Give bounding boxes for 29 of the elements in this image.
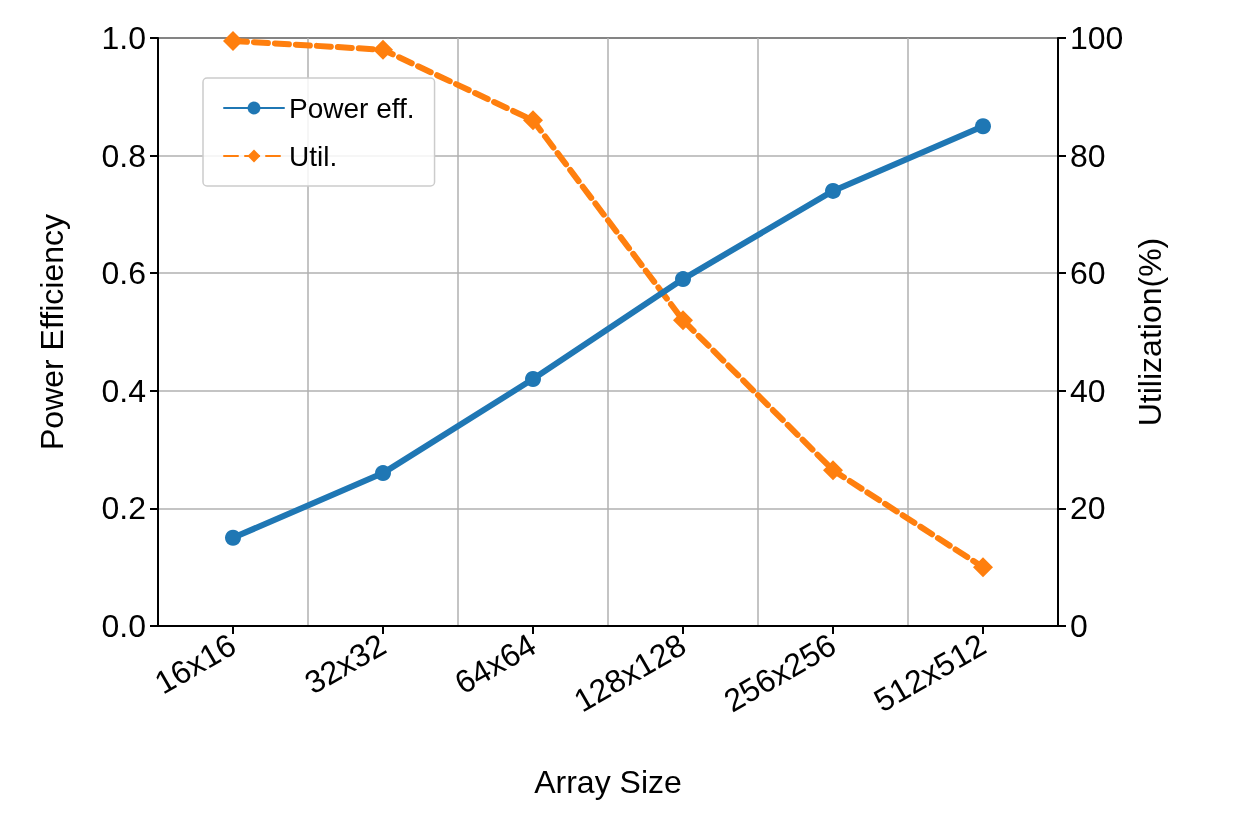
- y2-tick-label: 40: [1070, 372, 1106, 409]
- y-tick-label: 0.2: [101, 490, 146, 527]
- point: [823, 460, 843, 481]
- y-tick-label: 0.0: [101, 608, 146, 644]
- point: [225, 529, 241, 546]
- point: [523, 110, 543, 131]
- x-axis-title: Array Size: [534, 764, 682, 800]
- point: [223, 30, 243, 51]
- point: [975, 118, 991, 135]
- y-tick-label: 1.0: [101, 20, 146, 56]
- point: [373, 39, 393, 60]
- y-tick-label: 0.6: [101, 255, 146, 292]
- point: [675, 271, 691, 288]
- y2-axis-title: Utilization(%): [1132, 237, 1169, 427]
- y-tick-label: 0.4: [101, 372, 146, 409]
- y2-tick-label: 20: [1070, 490, 1106, 527]
- y-tick-label: 0.8: [101, 137, 146, 174]
- point: [375, 465, 391, 482]
- y2-tick-label: 80: [1070, 137, 1106, 174]
- legend-label: Power eff.: [289, 92, 415, 124]
- point: [973, 557, 993, 578]
- point: [825, 182, 841, 199]
- y-axis-title: Power Efficiency: [34, 214, 70, 450]
- point: [673, 310, 693, 331]
- y2-tick-label: 100: [1070, 20, 1124, 56]
- y2-tick-label: 60: [1070, 255, 1106, 292]
- y2-tick-label: 0: [1070, 608, 1088, 644]
- legend-label: Util.: [289, 140, 338, 172]
- point: [525, 371, 541, 388]
